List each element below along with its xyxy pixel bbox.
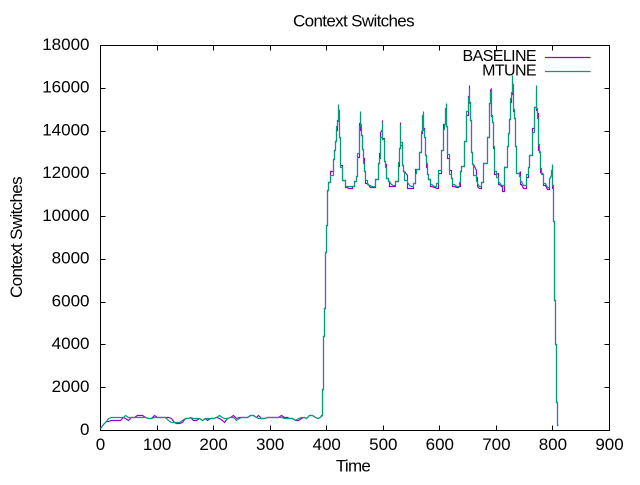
svg-text:500: 500 bbox=[369, 435, 397, 454]
svg-text:Time: Time bbox=[336, 457, 370, 476]
svg-text:900: 900 bbox=[595, 435, 623, 454]
svg-text:16000: 16000 bbox=[42, 78, 89, 97]
svg-text:2000: 2000 bbox=[52, 377, 90, 396]
svg-text:8000: 8000 bbox=[52, 249, 90, 268]
svg-text:200: 200 bbox=[199, 435, 227, 454]
svg-text:600: 600 bbox=[426, 435, 454, 454]
svg-text:0: 0 bbox=[80, 420, 89, 439]
svg-text:Context Switches: Context Switches bbox=[7, 177, 26, 298]
svg-text:6000: 6000 bbox=[52, 292, 90, 311]
svg-text:800: 800 bbox=[539, 435, 567, 454]
svg-text:10000: 10000 bbox=[42, 206, 89, 225]
svg-text:100: 100 bbox=[143, 435, 171, 454]
svg-text:Context Switches: Context Switches bbox=[293, 12, 414, 31]
svg-text:BASELINE: BASELINE bbox=[463, 48, 536, 65]
svg-text:18000: 18000 bbox=[42, 35, 89, 54]
svg-text:4000: 4000 bbox=[52, 334, 90, 353]
svg-text:300: 300 bbox=[256, 435, 284, 454]
svg-text:12000: 12000 bbox=[42, 163, 89, 182]
svg-text:700: 700 bbox=[482, 435, 510, 454]
svg-text:0: 0 bbox=[96, 435, 105, 454]
svg-text:14000: 14000 bbox=[42, 120, 89, 139]
svg-text:400: 400 bbox=[313, 435, 341, 454]
svg-text:MTUNE: MTUNE bbox=[482, 63, 536, 80]
